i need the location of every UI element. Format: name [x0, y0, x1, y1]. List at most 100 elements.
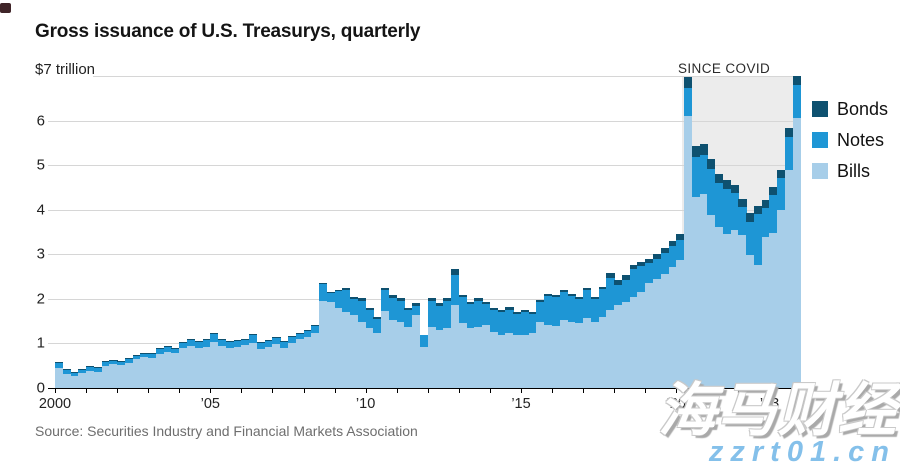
y-axis-unit-label: $7 trillion: [35, 61, 96, 78]
bar-segment-bills: [404, 326, 413, 388]
bar-segment-bonds: [427, 298, 436, 301]
bar-segment-bills: [381, 311, 390, 388]
legend-item-bonds: Bonds: [812, 98, 888, 120]
bar-segment-notes: [350, 298, 359, 315]
bar-segment-notes: [777, 177, 786, 211]
bar-segment-bills: [342, 311, 351, 388]
bar-segment-notes: [179, 342, 188, 349]
bar-segment-bills: [645, 283, 654, 388]
x-tick: [272, 389, 274, 393]
bar-segment-bonds: [684, 77, 693, 89]
bar-segment-bills: [148, 358, 157, 388]
bar-segment-bills: [101, 366, 110, 388]
bar-segment-bills: [489, 331, 499, 388]
bar-segment-bonds: [629, 264, 638, 270]
bar-segment-bills: [396, 321, 405, 388]
bar-segment-bonds: [334, 289, 343, 292]
bar-segment-notes: [365, 310, 374, 329]
bar-segment-notes: [140, 353, 149, 358]
bar-segment-notes: [163, 346, 172, 352]
bar-segment-notes: [482, 303, 491, 326]
bar-segment-bills: [233, 347, 242, 388]
bar-segment-bills: [194, 348, 203, 388]
bar-segment-bills: [707, 215, 716, 388]
bar-segment-notes: [295, 333, 304, 340]
x-tick: [55, 389, 56, 393]
bar-segment-notes: [544, 295, 553, 326]
bar-segment-bonds: [645, 258, 654, 264]
x-tick-label: ’10: [355, 396, 376, 412]
x-tick: [676, 389, 678, 393]
x-tick: [583, 389, 585, 393]
bar-segment-bonds: [443, 298, 452, 301]
bar-segment-bills: [785, 169, 794, 388]
x-tick: [396, 389, 398, 393]
bar-segment-bills: [225, 348, 234, 388]
bar-segment-bonds: [528, 311, 537, 314]
bar-segment-notes: [319, 283, 328, 302]
bar-segment-notes: [652, 258, 662, 279]
bar-segment-bills: [528, 333, 537, 388]
bar-segment-bonds: [637, 261, 646, 267]
bar-segment-bills: [420, 346, 429, 388]
bar-segment-notes: [536, 302, 545, 322]
gridline-5: [48, 165, 800, 167]
legend-label: Bonds: [837, 98, 889, 119]
bar-segment-notes: [466, 303, 475, 329]
bar-segment-notes: [458, 297, 467, 324]
bar-segment-notes: [513, 314, 522, 335]
bar-segment-bonds: [652, 254, 662, 259]
bar-segment-notes: [435, 305, 444, 331]
gridline-3: [48, 254, 800, 256]
bar-segment-bonds: [93, 367, 102, 368]
x-tick: [552, 389, 553, 393]
bar-segment-notes: [342, 290, 351, 312]
bar-segment-notes: [194, 341, 203, 349]
bar-segment-bonds: [404, 308, 413, 311]
bar-segment-notes: [427, 300, 436, 327]
bar-segment-bills: [567, 321, 576, 388]
bar-segment-bonds: [567, 293, 576, 296]
bar-segment-bonds: [505, 307, 514, 310]
bar-segment-bonds: [365, 308, 374, 311]
bar-segment-bills: [792, 118, 801, 388]
bar-segment-bills: [458, 323, 467, 388]
bar-segment-bonds: [590, 296, 599, 299]
bar-segment-notes: [381, 289, 390, 312]
bar-segment-bills: [109, 363, 118, 388]
x-tick-label: ’05: [200, 396, 220, 412]
bar-segment-bills: [614, 305, 623, 388]
bar-segment-bills: [132, 359, 141, 388]
bar-segment-bills: [637, 291, 646, 388]
x-tick: [614, 389, 616, 393]
bar-segment-bonds: [350, 296, 359, 299]
bar-segment-bills: [606, 310, 615, 388]
x-tick: [645, 389, 647, 393]
watermark-url: zzrt01.cn: [708, 436, 896, 468]
bar-segment-notes: [210, 333, 219, 342]
bar-segment-bills: [629, 296, 638, 388]
bar-segment-bills: [86, 370, 95, 388]
bar-segment-bills: [684, 116, 693, 388]
bar-segment-notes: [101, 362, 110, 367]
x-tick: [799, 389, 800, 393]
gridline-7: [93, 76, 800, 77]
bar-segment-bonds: [707, 159, 716, 170]
bar-segment-bills: [210, 341, 219, 388]
x-tick: [458, 389, 460, 393]
bar-segment-bills: [730, 230, 739, 388]
bar-segment-bonds: [738, 198, 747, 208]
bar-segment-bills: [280, 348, 289, 388]
bar-segment-bills: [722, 233, 732, 388]
bar-segment-bills: [117, 364, 126, 388]
bar-segment-bonds: [536, 300, 545, 303]
x-tick: [707, 389, 709, 393]
bar-segment-notes: [520, 312, 530, 335]
x-tick-label: ’20: [666, 396, 686, 412]
gridline-2: [48, 298, 800, 300]
bar-segment-notes: [497, 312, 506, 335]
x-tick: [117, 389, 119, 393]
bar-segment-bills: [761, 236, 770, 388]
bar-segment-notes: [606, 277, 615, 310]
